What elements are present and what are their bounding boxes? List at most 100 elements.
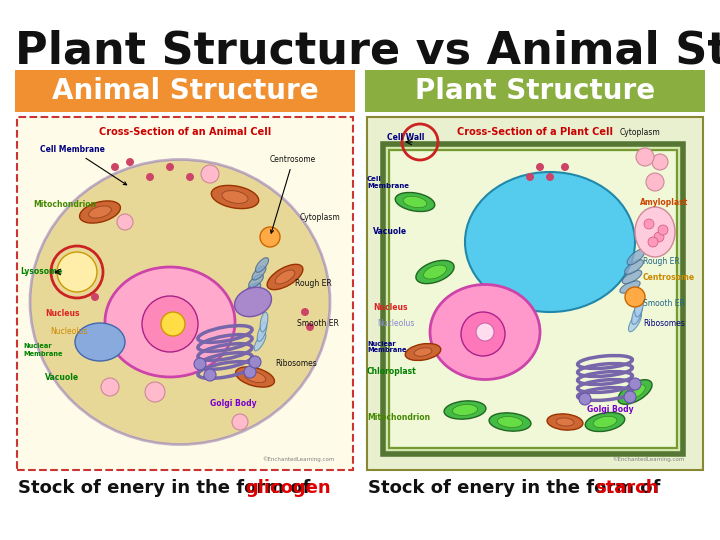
Text: Rough ER: Rough ER (295, 280, 332, 288)
Text: Cytoplasm: Cytoplasm (300, 213, 341, 221)
Ellipse shape (89, 206, 112, 218)
Text: Stock of enery in the form of: Stock of enery in the form of (368, 479, 667, 497)
Circle shape (260, 227, 280, 247)
Circle shape (145, 382, 165, 402)
Circle shape (654, 232, 664, 242)
Text: starch: starch (595, 479, 659, 497)
Text: Cross-Section of an Animal Cell: Cross-Section of an Animal Cell (99, 127, 271, 137)
Text: ©EnchantedLearning.com: ©EnchantedLearning.com (263, 456, 335, 462)
Circle shape (91, 293, 99, 301)
Text: Nucleus: Nucleus (45, 309, 79, 319)
Text: Centrosome: Centrosome (270, 155, 316, 233)
Text: Nucleus: Nucleus (373, 302, 408, 312)
Text: Animal Structure: Animal Structure (52, 77, 318, 105)
Circle shape (648, 237, 658, 247)
Circle shape (142, 296, 198, 352)
Ellipse shape (634, 295, 644, 317)
Circle shape (244, 366, 256, 378)
Ellipse shape (622, 270, 642, 284)
Ellipse shape (498, 416, 523, 428)
Ellipse shape (211, 185, 258, 208)
Circle shape (644, 219, 654, 229)
Text: ©EnchantedLearning.com: ©EnchantedLearning.com (613, 456, 685, 462)
Text: Ribosomes: Ribosomes (643, 320, 685, 328)
Circle shape (166, 163, 174, 171)
Circle shape (161, 312, 185, 336)
Circle shape (101, 378, 119, 396)
Circle shape (146, 173, 154, 181)
FancyBboxPatch shape (17, 117, 353, 470)
Text: Vacuole: Vacuole (373, 227, 407, 237)
Ellipse shape (625, 384, 645, 400)
Circle shape (658, 225, 668, 235)
Text: Plant Structure vs Animal Structure: Plant Structure vs Animal Structure (15, 30, 720, 73)
Circle shape (126, 158, 134, 166)
Ellipse shape (79, 201, 120, 223)
Circle shape (536, 163, 544, 171)
Ellipse shape (430, 285, 540, 380)
Text: Mitochondrion: Mitochondrion (367, 413, 430, 422)
Text: Stock of enery in the form of: Stock of enery in the form of (18, 479, 317, 497)
Circle shape (526, 173, 534, 181)
Ellipse shape (465, 172, 635, 312)
Ellipse shape (405, 343, 441, 361)
Ellipse shape (556, 418, 574, 426)
FancyBboxPatch shape (365, 70, 705, 112)
Text: Cytoplasm: Cytoplasm (619, 127, 660, 137)
Ellipse shape (585, 413, 625, 431)
Text: Nucleolus: Nucleolus (377, 320, 415, 328)
Text: Nucleolus: Nucleolus (50, 327, 87, 336)
Ellipse shape (267, 264, 303, 289)
Ellipse shape (416, 260, 454, 284)
FancyBboxPatch shape (15, 70, 355, 112)
Circle shape (579, 393, 591, 405)
Ellipse shape (248, 274, 264, 287)
Circle shape (186, 173, 194, 181)
Ellipse shape (75, 323, 125, 361)
Ellipse shape (395, 192, 435, 212)
Circle shape (57, 252, 97, 292)
Text: Plant Structure: Plant Structure (415, 77, 655, 105)
Ellipse shape (620, 281, 640, 293)
Text: Vacuole: Vacuole (45, 373, 79, 381)
Ellipse shape (618, 380, 652, 404)
Ellipse shape (244, 372, 266, 382)
Circle shape (201, 165, 219, 183)
Ellipse shape (254, 333, 266, 351)
Circle shape (117, 214, 133, 230)
Circle shape (476, 323, 494, 341)
Ellipse shape (257, 322, 266, 341)
Circle shape (232, 414, 248, 430)
Text: Chloroplast: Chloroplast (367, 368, 417, 376)
Circle shape (204, 369, 216, 381)
Ellipse shape (30, 159, 330, 444)
Circle shape (306, 323, 314, 331)
Ellipse shape (235, 287, 271, 316)
Ellipse shape (403, 196, 427, 208)
Ellipse shape (629, 312, 642, 332)
Ellipse shape (631, 303, 642, 325)
Circle shape (546, 173, 554, 181)
Circle shape (652, 154, 668, 170)
Circle shape (301, 308, 309, 316)
Ellipse shape (260, 312, 268, 332)
FancyBboxPatch shape (391, 152, 675, 446)
Circle shape (461, 312, 505, 356)
FancyBboxPatch shape (389, 150, 677, 448)
Ellipse shape (452, 404, 477, 415)
Text: Golgi Body: Golgi Body (210, 400, 256, 408)
Circle shape (249, 356, 261, 368)
Circle shape (646, 173, 664, 191)
Ellipse shape (235, 367, 274, 387)
Text: Smooth ER: Smooth ER (297, 320, 339, 328)
Ellipse shape (105, 267, 235, 377)
Text: Cell
Membrane: Cell Membrane (367, 176, 409, 188)
Ellipse shape (222, 191, 248, 204)
Circle shape (625, 287, 645, 307)
FancyBboxPatch shape (383, 144, 683, 454)
Ellipse shape (627, 249, 645, 265)
Ellipse shape (246, 283, 261, 295)
Text: Smooth ER: Smooth ER (643, 300, 685, 308)
Text: glicogen: glicogen (245, 479, 330, 497)
Circle shape (629, 378, 641, 390)
